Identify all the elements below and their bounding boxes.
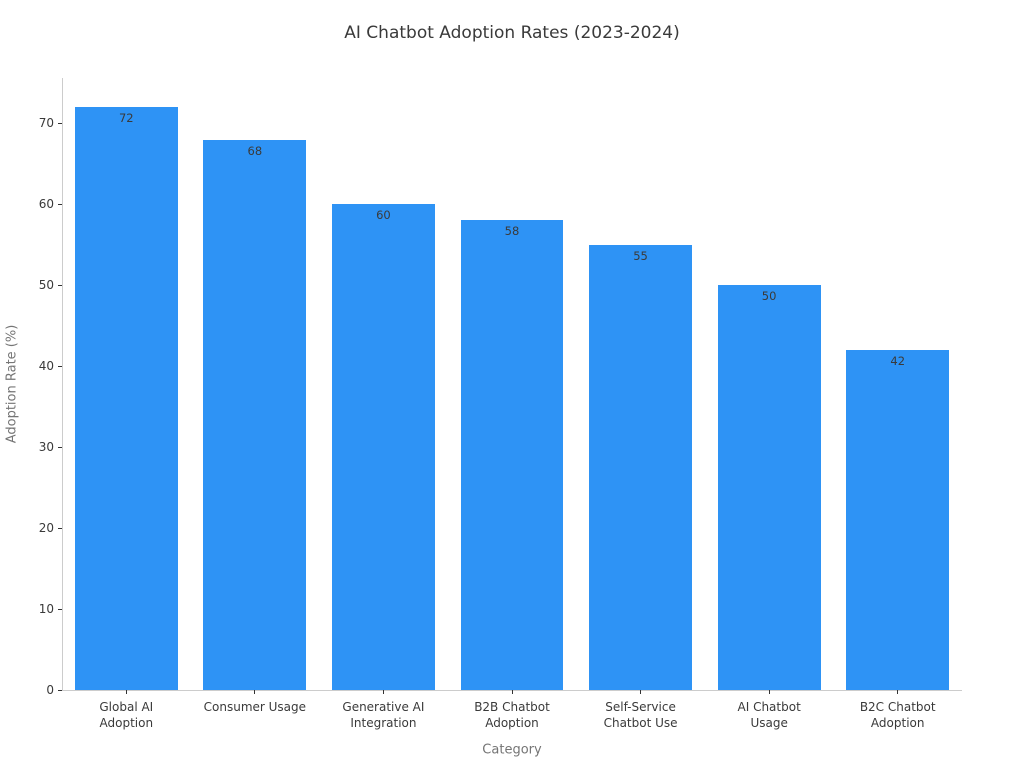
y-tick-label: 20: [38, 521, 54, 536]
bar-value-label: 72: [118, 111, 134, 126]
x-tick-label: AI Chatbot Usage: [737, 700, 801, 730]
bar-value-label: 55: [633, 248, 648, 263]
y-tick-label: 40: [38, 359, 54, 374]
y-tick-mark: [58, 689, 62, 691]
y-axis-spine: [62, 78, 63, 690]
y-tick-mark: [58, 608, 62, 610]
y-tick-mark: [58, 122, 62, 124]
x-tick-label: Generative AI Integration: [342, 700, 425, 730]
y-tick-label: 60: [38, 197, 54, 212]
y-tick-label: 10: [38, 602, 54, 617]
x-tick-mark: [640, 690, 642, 694]
x-tick-label: B2B Chatbot Adoption: [474, 700, 550, 730]
x-tick-mark: [511, 690, 513, 694]
y-tick-mark: [58, 527, 62, 529]
bar: 60: [332, 204, 435, 690]
y-tick-label: 30: [38, 440, 54, 455]
bar: 50: [717, 285, 821, 690]
bar-value-label: 42: [890, 354, 906, 368]
x-tick-mark: [125, 690, 127, 694]
y-axis-label: Adoption Rate (%): [4, 324, 20, 444]
bar: 58: [460, 220, 564, 690]
bar-value-label: 50: [761, 289, 777, 304]
x-tick-label: Consumer Usage: [203, 700, 307, 714]
y-tick-mark: [58, 446, 62, 448]
x-tick-label: B2C Chatbot Adoption: [859, 700, 936, 730]
bar: 68: [203, 139, 307, 690]
bar: 42: [846, 350, 950, 690]
x-axis-label: Category: [482, 742, 542, 758]
y-tick-label: 50: [38, 278, 54, 293]
x-tick-label: Global AI Adoption: [99, 700, 154, 730]
bar-value-label: 68: [247, 143, 263, 158]
bar-value-label: 60: [376, 208, 391, 223]
y-tick-mark: [58, 284, 62, 286]
x-tick-mark: [254, 690, 256, 694]
x-tick-mark: [382, 690, 384, 694]
plot-area: 0 10 20 30 40 50 60 70 72 Global AI Adoption 68 Con…: [39, 78, 962, 730]
y-tick-mark: [58, 365, 62, 367]
bar-value-label: 58: [504, 224, 520, 239]
chart-title: AI Chatbot Adoption Rates (2023-2024): [344, 23, 680, 43]
x-tick-mark: [768, 690, 770, 694]
x-tick-label: Self-Service Chatbot Use: [603, 700, 678, 730]
x-tick-mark: [897, 690, 899, 694]
y-tick-label: 70: [38, 116, 54, 131]
y-tick-label: 0: [46, 683, 54, 697]
bar: 55: [589, 244, 692, 690]
y-tick-mark: [58, 203, 62, 205]
bar: 72: [74, 107, 178, 690]
